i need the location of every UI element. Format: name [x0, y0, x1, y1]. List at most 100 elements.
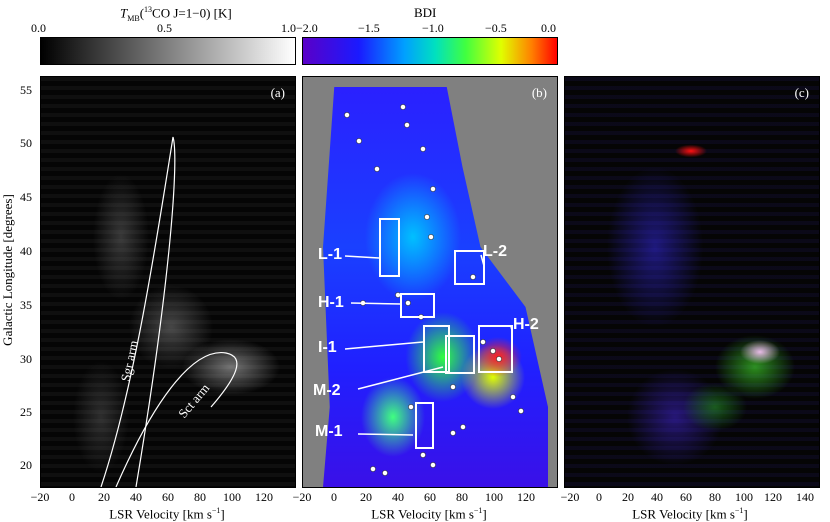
xtick-c-m20: −20: [560, 490, 580, 504]
source-dot: [450, 384, 456, 390]
source-dot: [424, 214, 430, 220]
source-dot: [382, 470, 388, 476]
source-dot: [480, 339, 486, 345]
ytick-40: 40: [20, 244, 32, 258]
source-dot: [460, 424, 466, 430]
bdi-tick-2: −1.0: [422, 21, 444, 35]
source-dot: [470, 274, 476, 280]
ytick-45: 45: [20, 190, 32, 204]
x-axis-label-b: LSR Velocity [km s−1]: [371, 506, 487, 522]
ytick-20: 20: [20, 458, 32, 472]
source-dot: [404, 122, 410, 128]
source-dot: [428, 234, 434, 240]
l1-leader: [344, 255, 380, 259]
panel-b-tag: (b): [531, 85, 547, 100]
source-dot: [518, 408, 524, 414]
panel-c-tag: (c): [794, 85, 809, 100]
x-axis-label-a: LSR Velocity [km s−1]: [109, 506, 225, 522]
source-dot: [496, 356, 502, 362]
xtick-a-20: 20: [98, 490, 110, 504]
region-label-h2: H-2: [513, 316, 539, 333]
region-label-m1: M-1: [315, 423, 343, 440]
xtick-c-80: 80: [709, 490, 721, 504]
region-box-i1: [423, 325, 450, 373]
bdi-tick-0: −2.0: [296, 21, 318, 35]
xtick-b-80: 80: [456, 490, 468, 504]
tmb-tick-1: 0.5: [157, 21, 172, 35]
xtick-a-60: 60: [162, 490, 174, 504]
panel-c-composite-map: (c): [564, 76, 820, 488]
region-label-l2: L-2: [483, 243, 507, 260]
ytick-30: 30: [20, 352, 32, 366]
xtick-b-m20: −20: [292, 490, 312, 504]
region-box-h2: [478, 325, 513, 373]
i1-leader: [344, 341, 424, 350]
xtick-b-40: 40: [392, 490, 404, 504]
panel-b-bdi-map: L-1 L-2 H-1 H-2 I-1 M-2 M-1 (b): [302, 76, 558, 488]
region-box-m2: [445, 335, 475, 374]
panel-a-tag: (a): [270, 85, 285, 100]
xtick-c-120: 120: [764, 490, 782, 504]
xtick-a-100: 100: [223, 490, 241, 504]
xtick-c-0: 0: [596, 490, 602, 504]
xtick-b-120: 120: [517, 490, 535, 504]
source-dot: [405, 300, 411, 306]
xtick-c-140: 140: [796, 490, 814, 504]
ytick-25: 25: [20, 405, 32, 419]
xtick-b-60: 60: [424, 490, 436, 504]
x-axis-label-c: LSR Velocity [km s−1]: [632, 506, 748, 522]
bdi-colorbar-title: BDI: [414, 5, 437, 20]
spiral-arm-loci: [100, 136, 238, 487]
tmb-colorbar: [40, 37, 296, 65]
bdi-tick-3: −0.5: [485, 21, 507, 35]
source-dot: [344, 112, 350, 118]
source-dot: [430, 186, 436, 192]
ytick-55: 55: [20, 83, 32, 97]
m2-leader: [357, 366, 444, 390]
source-dot: [374, 166, 380, 172]
bdi-colorbar: [302, 37, 558, 65]
region-box-m1: [415, 402, 434, 449]
ytick-35: 35: [20, 298, 32, 312]
m1-leader: [357, 433, 414, 436]
tmb-tick-2: 1.0: [281, 21, 296, 35]
source-dot: [420, 452, 426, 458]
source-dot: [430, 462, 436, 468]
tmb-tick-0: 0.0: [31, 21, 46, 35]
xtick-a-120: 120: [255, 490, 273, 504]
source-dot: [490, 348, 496, 354]
y-axis-label: Galactic Longitude [degrees]: [0, 194, 15, 346]
xtick-a-0: 0: [69, 490, 75, 504]
region-label-h1: H-1: [318, 294, 344, 311]
ytick-50: 50: [20, 136, 32, 150]
xtick-a-80: 80: [194, 490, 206, 504]
region-box-l2: [454, 250, 485, 285]
xtick-c-60: 60: [680, 490, 692, 504]
xtick-c-20: 20: [622, 490, 634, 504]
sgr-arm-curve: [100, 136, 176, 487]
source-points: [344, 104, 524, 476]
xtick-b-0: 0: [331, 490, 337, 504]
xtick-b-20: 20: [360, 490, 372, 504]
xtick-c-40: 40: [651, 490, 663, 504]
tmb-colorbar-title: TMB(13CO J=1−0) [K]: [120, 5, 232, 23]
source-dot: [356, 138, 362, 144]
source-dot: [510, 394, 516, 400]
source-dot: [420, 146, 426, 152]
xtick-a-m20: −20: [30, 490, 50, 504]
region-box-h1: [400, 293, 435, 318]
region-label-l1: L-1: [318, 246, 342, 263]
xtick-a-40: 40: [130, 490, 142, 504]
bdi-tick-1: −1.5: [358, 21, 380, 35]
source-dot: [450, 430, 456, 436]
region-label-m2: M-2: [313, 382, 341, 399]
panel-a-tmb-map: Sgr arm Sct arm (a): [40, 76, 296, 488]
xtick-c-100: 100: [735, 490, 753, 504]
region-box-l1: [379, 218, 400, 277]
h1-leader: [350, 302, 402, 305]
source-dot: [400, 104, 406, 110]
region-label-i1: I-1: [318, 339, 337, 356]
source-dot: [408, 404, 414, 410]
source-dot: [370, 466, 376, 472]
xtick-b-100: 100: [485, 490, 503, 504]
